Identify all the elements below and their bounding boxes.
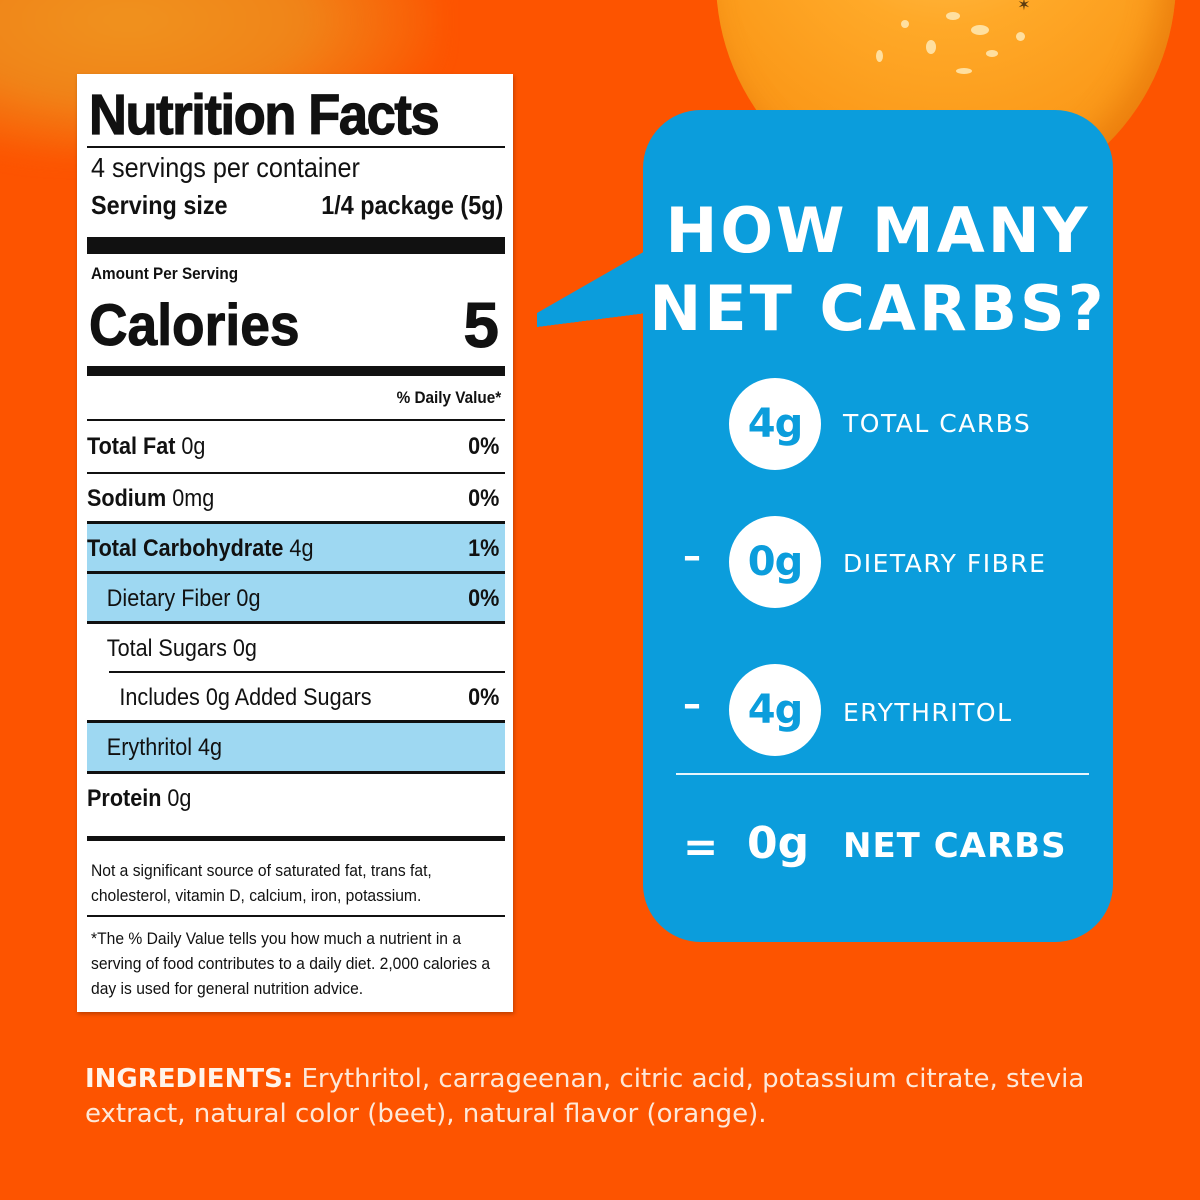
- nutrient-name: Total Fat: [87, 433, 176, 460]
- nutrient-row-dietary-fiber: Dietary Fiber 0g 0%: [87, 574, 505, 624]
- bubble-title-line1: HOW MANY: [665, 194, 1091, 267]
- nutrient-name: Total Carbohydrate: [87, 535, 284, 562]
- nutrient-row-total-fat: Total Fat 0g 0%: [87, 422, 505, 472]
- bubble-title: HOW MANY NET CARBS?: [643, 192, 1113, 348]
- medium-divider: [87, 366, 505, 376]
- speech-bubble-tail: [537, 250, 647, 313]
- nutrient-row-sodium: Sodium 0mg 0%: [87, 474, 505, 524]
- amount-circle-total-carbs: 4g: [729, 378, 821, 470]
- label-title: Nutrition Facts: [88, 82, 440, 147]
- daily-value-percent: 0%: [468, 684, 500, 711]
- amount-circle-erythritol: 4g: [729, 664, 821, 756]
- footnote-daily-value: *The % Daily Value tells you how much a …: [91, 929, 491, 998]
- amount-per-serving: Amount Per Serving: [91, 264, 239, 283]
- divider: [87, 146, 505, 148]
- net-carbs-speech-bubble: HOW MANY NET CARBS? 4g TOTAL CARBS – 0g …: [643, 110, 1113, 942]
- nutrient-name: Dietary Fiber 0g: [106, 585, 261, 612]
- serving-size-label: Serving size: [91, 190, 228, 220]
- nutrient-name: Protein: [87, 785, 162, 812]
- divider: [87, 915, 505, 917]
- bubble-title-line2: NET CARBS?: [649, 272, 1107, 345]
- minus-operator-icon: –: [683, 536, 701, 577]
- thick-divider: [87, 237, 505, 254]
- divider: [87, 472, 505, 474]
- divider: [87, 720, 505, 723]
- nutrient-name: Total Sugars 0g: [106, 635, 257, 662]
- calories-value: 5: [463, 289, 500, 362]
- divider: [87, 771, 505, 774]
- divider: [109, 671, 505, 673]
- daily-value-percent: 0%: [468, 485, 500, 512]
- orange-stem-icon: ✶: [1017, 0, 1031, 14]
- thick-divider: [87, 836, 505, 841]
- nutrient-amount: 0g: [175, 433, 206, 460]
- nutrient-name: Includes 0g Added Sugars: [119, 684, 372, 711]
- label-total-carbs: TOTAL CARBS: [843, 409, 1032, 438]
- daily-value-percent: 0%: [468, 585, 500, 612]
- nutrient-amount: 0mg: [166, 485, 215, 512]
- label-erythritol: ERYTHRITOL: [843, 698, 1013, 727]
- ingredients-text: INGREDIENTS: Erythritol, carrageenan, ci…: [85, 1062, 1135, 1132]
- servings-per-container: 4 servings per container: [91, 152, 360, 183]
- nutrient-row-added-sugars: Includes 0g Added Sugars 0%: [87, 673, 505, 723]
- nutrition-facts-label: Nutrition Facts 4 servings per container…: [77, 74, 513, 1012]
- ingredients-heading: INGREDIENTS:: [85, 1064, 294, 1094]
- ingredients-list: Erythritol, carrageenan, citric acid, po…: [85, 1064, 1085, 1129]
- nutrient-row-erythritol: Erythritol 4g: [87, 723, 505, 773]
- footnote-not-significant: Not a significant source of saturated fa…: [91, 861, 432, 905]
- daily-value-header: % Daily Value*: [396, 388, 501, 407]
- divider: [87, 571, 505, 574]
- sum-divider: [676, 773, 1089, 775]
- net-carbs-amount: 0g: [747, 818, 810, 869]
- nutrient-amount: 0g: [161, 785, 192, 812]
- nutrient-row-protein: Protein 0g: [87, 774, 505, 824]
- nutrient-name: Erythritol 4g: [106, 734, 223, 761]
- divider: [87, 621, 505, 624]
- label-dietary-fibre: DIETARY FIBRE: [843, 549, 1047, 578]
- nutrient-row-total-carbohydrate: Total Carbohydrate 4g 1%: [87, 524, 505, 574]
- nutrient-row-total-sugars: Total Sugars 0g: [87, 624, 505, 674]
- nutrient-amount: 4g: [283, 535, 314, 562]
- speech-bubble-tail: [537, 313, 647, 327]
- nutrient-name: Sodium: [87, 485, 167, 512]
- divider: [87, 521, 505, 524]
- serving-size-value: 1/4 package (5g): [320, 190, 503, 220]
- minus-operator-icon: –: [683, 684, 701, 725]
- divider: [87, 419, 505, 421]
- net-carbs-label: NET CARBS: [843, 826, 1067, 866]
- daily-value-percent: 0%: [468, 433, 500, 460]
- equals-operator-icon: =: [683, 822, 719, 871]
- daily-value-percent: 1%: [468, 535, 500, 562]
- calories-label: Calories: [89, 293, 300, 359]
- amount-circle-dietary-fibre: 0g: [729, 516, 821, 608]
